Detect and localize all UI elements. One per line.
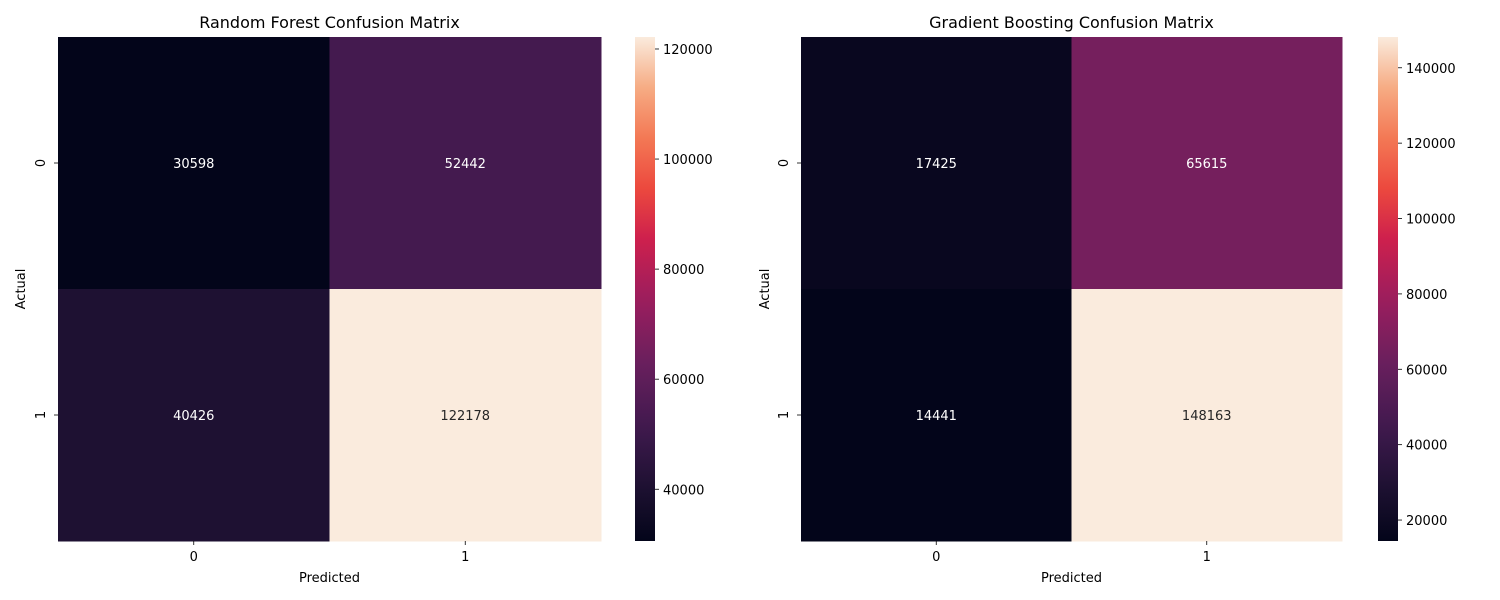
y-tick-label: 0 <box>777 159 792 167</box>
colorbar-tick-label: 120000 <box>1406 137 1456 152</box>
x-tick-label: 0 <box>190 550 198 565</box>
x-axis-label: Predicted <box>1041 571 1102 586</box>
y-tick-label: 0 <box>34 159 49 167</box>
heatmap-cells: 30598 52442 40426 122178 <box>58 37 602 542</box>
cell-value-label: 30598 <box>173 157 214 172</box>
cell-value-label: 52442 <box>445 157 486 172</box>
colorbar-tick-label: 100000 <box>663 153 713 168</box>
x-tick-label: 1 <box>461 550 469 565</box>
x-tick-label: 0 <box>932 550 940 565</box>
colorbar-tick-label: 60000 <box>1406 363 1447 378</box>
heatmap-cell <box>1071 289 1343 542</box>
colorbar-tick-label: 80000 <box>663 263 704 278</box>
colorbar: 20000 40000 60000 80000 100000 120000 140000 <box>1378 37 1456 541</box>
colorbar-tick-label: 120000 <box>663 43 713 58</box>
heatmap-cell <box>801 37 1072 290</box>
y-axis-label: Actual <box>758 269 773 310</box>
cell-value-label: 40426 <box>173 409 214 424</box>
cell-value-label: 17425 <box>916 157 957 172</box>
heatmap-cell <box>1071 37 1343 290</box>
colorbar: 40000 60000 80000 100000 120000 <box>635 37 713 541</box>
colorbar-tick-label: 60000 <box>663 373 704 388</box>
y-tick-labels: 01 <box>34 159 58 419</box>
colorbar-tick-label: 100000 <box>1406 213 1456 228</box>
heatmap-cell <box>58 37 330 290</box>
cell-value-label: 122178 <box>440 409 490 424</box>
x-tick-label: 1 <box>1203 550 1211 565</box>
x-axis-label: Predicted <box>299 571 360 586</box>
y-tick-label: 1 <box>777 411 792 419</box>
heatmap-cell <box>329 37 602 290</box>
cell-value-label: 14441 <box>916 409 957 424</box>
heatmap-cell <box>801 289 1072 542</box>
colorbar-tick-label: 40000 <box>663 483 704 498</box>
heatmap-cell <box>58 289 330 542</box>
heatmap-cell <box>329 289 602 542</box>
colorbar-tick-label: 40000 <box>1406 439 1447 454</box>
chart-title: Random Forest Confusion Matrix <box>199 13 460 32</box>
y-axis-label: Actual <box>14 269 29 310</box>
colorbar-gradient <box>1378 37 1398 541</box>
chart-title: Gradient Boosting Confusion Matrix <box>929 13 1214 32</box>
y-tick-label: 1 <box>34 411 49 419</box>
heatmap-panel-random-forest: Random Forest Confusion Matrix 30598 5244… <box>14 13 713 586</box>
cell-value-label: 148163 <box>1182 409 1232 424</box>
y-tick-labels: 01 <box>777 159 801 419</box>
colorbar-gradient <box>635 37 655 541</box>
heatmap-panel-gradient-boosting: Gradient Boosting Confusion Matrix 17425… <box>758 13 1456 586</box>
heatmap-cells: 17425 65615 14441 148163 <box>801 37 1343 542</box>
colorbar-tick-label: 140000 <box>1406 62 1456 77</box>
colorbar-tick-label: 20000 <box>1406 514 1447 529</box>
colorbar-tick-label: 80000 <box>1406 288 1447 303</box>
cell-value-label: 65615 <box>1186 157 1227 172</box>
